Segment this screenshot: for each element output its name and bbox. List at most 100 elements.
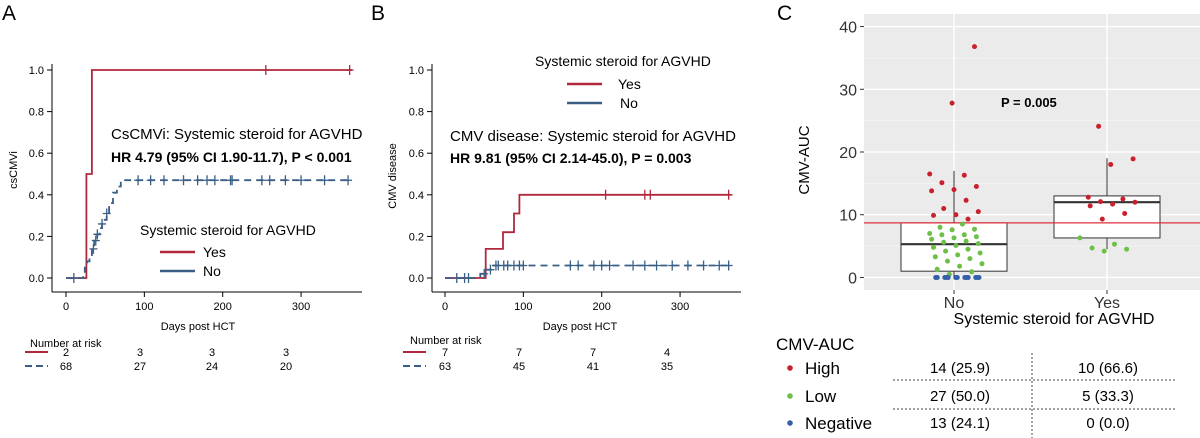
panel-c-point-low-19 (932, 254, 938, 260)
panel-b-ytick-label-3: 0.6 (409, 148, 424, 160)
legend-low-dot (787, 393, 793, 399)
panel-a-plot: 0.0 0.2 0.4 0.6 0.8 1.0 0 100 200 300 (29, 64, 362, 313)
panel-c-ylabel: CMV-AUC (796, 125, 813, 194)
panel-a-series-no-censor-1 (89, 243, 98, 254)
panel-b-risk-title: Number at risk (410, 335, 482, 347)
panel-a-risk-no-3: 20 (280, 361, 292, 373)
panel-a-series-no-censor-20 (344, 175, 353, 186)
panel-b-series-no-censor-11 (519, 260, 528, 271)
panel-c-point-low-29 (1089, 245, 1095, 251)
panel-c-point-high-8 (963, 197, 969, 203)
panel-a-legend-no-label: No (203, 263, 221, 279)
panel-c-point-high-1 (949, 100, 955, 106)
panel-b-legend-title: Systemic steroid for AGVHD (535, 53, 711, 69)
panel-a-series-no-censor-7 (146, 175, 155, 186)
panel-a-ytick-label-4: 0.8 (29, 107, 44, 119)
panel-a-series-no-censor-8 (159, 175, 168, 186)
panel-c-point-low-0 (959, 221, 965, 227)
panel-b-series-no-censor-17 (629, 260, 638, 271)
panel-c-point-high-0 (972, 44, 977, 50)
panel-b-series-no-censor-13 (574, 260, 583, 271)
table-row-high-no: 14 (25.9) (930, 360, 990, 377)
panel-c-point-low-15 (965, 246, 971, 252)
panel-b-ylabel: CMV disease (387, 143, 399, 208)
panel-a-ylabel: csCMVi (8, 151, 20, 189)
panel-c-ytick-label-2: 20 (839, 145, 857, 162)
panel-a-series-no-censor-4 (98, 218, 107, 229)
panel-a-series-no-censor-12 (210, 175, 219, 186)
panel-a-xtick-label-0: 0 (63, 301, 69, 313)
panel-a-risk-no-2: 24 (206, 361, 218, 373)
panel-c-xlabel: Systemic steroid for AGVHD (954, 311, 1155, 328)
panel-a-ytick-label-3: 0.6 (29, 148, 44, 160)
panel-a-risk-yes-3: 3 (283, 347, 289, 359)
panel-a-series-no-censor-5 (102, 208, 111, 219)
panel-a-series-no-censor-3 (93, 229, 102, 240)
panel-c-point-negative-12 (976, 275, 982, 280)
panel-c-point-negative-8 (954, 275, 960, 280)
panel-b-annotation-line2: HR 9.81 (95% CI 2.14-45.0), P = 0.003 (450, 150, 692, 166)
table-row-negative-no: 13 (24.1) (930, 415, 990, 432)
panel-a-risk-yes-2: 3 (209, 347, 215, 359)
panel-c-point-high-3 (961, 172, 967, 178)
panel-c-point-high-2 (927, 171, 933, 177)
panel-b-xtick-label-1: 100 (514, 301, 532, 313)
panel-c-point-low-17 (977, 250, 983, 256)
panel-b-series-no-line (445, 264, 731, 279)
panel-a-series-no-censor-15 (257, 175, 266, 186)
panel-c-point-high-23 (1122, 211, 1128, 216)
panel-a-annotation-line2: HR 4.79 (95% CI 1.90-11.7), P < 0.001 (111, 149, 352, 165)
table-row-low-no: 27 (50.0) (930, 388, 990, 405)
panel-a-xtick-label-2: 200 (214, 301, 232, 313)
panel-c: 0 10 20 30 40 No Yes CMV-AUC Systemic steroid … (776, 14, 1200, 438)
panel-b-series-no-censor-2 (464, 273, 473, 283)
panel-a-xtick-label-1: 100 (135, 301, 153, 313)
panel-b-xtick-label-0: 0 (442, 301, 448, 313)
panel-b-series-no-censor-22 (699, 260, 708, 271)
panel-a-series-no-censor-2 (91, 235, 100, 246)
panel-b-series-yes-censor-2 (646, 189, 655, 200)
panel-c-point-low-4 (927, 231, 933, 236)
panel-a-legend-title: Systemic steroid for AGVHD (140, 222, 316, 238)
panel-b-annotation-line1: CMV disease: Systemic steroid for AGVHD (450, 128, 736, 145)
panel-c-point-low-14 (931, 244, 936, 250)
panel-c-point-low-2 (972, 226, 977, 232)
panel-b-series-no-censor-24 (724, 260, 733, 271)
panel-b-series-no-censor-12 (566, 260, 575, 271)
panel-a-annotation-line1: CsCMVi: Systemic steroid for AGVHD (111, 126, 363, 143)
panel-c-ytick-label-3: 30 (839, 82, 857, 99)
table-row-negative-label: Negative (805, 414, 872, 433)
panel-label-c: C (777, 2, 792, 25)
panel-b-series-no-censor-21 (683, 260, 692, 271)
panel-c-point-negative-10 (965, 275, 971, 280)
panel-b-risk-yes-0: 7 (442, 347, 448, 359)
table-row-high-label: High (805, 359, 840, 378)
panel-b-legend-yes-label: Yes (618, 76, 641, 92)
panel-b-ytick-label-2: 0.4 (409, 190, 424, 202)
panel-b-series-yes-censor-3 (724, 189, 733, 200)
panel-b-risk-no-0: 63 (439, 361, 451, 373)
panel-b-series-yes-censor-0 (601, 189, 610, 200)
panel-c-point-low-20 (967, 256, 973, 262)
panel-c-point-high-9 (941, 206, 947, 211)
panel-c-point-high-15 (1130, 156, 1136, 162)
panel-c-point-low-28 (1112, 241, 1117, 247)
panel-c-point-low-11 (941, 239, 947, 245)
panel-c-point-low-22 (979, 261, 985, 267)
panel-label-b: B (371, 2, 385, 25)
panel-c-point-low-23 (957, 263, 963, 269)
panel-c-point-low-16 (943, 248, 949, 254)
panel-a-xlabel: Days post HCT (161, 321, 236, 333)
panel-b-series-no-censor-19 (652, 260, 661, 271)
panel-a-series-no-censor-11 (203, 175, 212, 186)
panel-c-point-high-11 (953, 212, 959, 218)
panel-a-xtick-label-3: 300 (292, 301, 310, 313)
panel-b-risk-no-2: 41 (587, 361, 599, 373)
panel-a-series-no-censor-18 (297, 175, 306, 186)
table-row-high-yes: 10 (66.6) (1078, 360, 1138, 377)
panel-a-ytick-label-1: 0.2 (29, 231, 44, 243)
panel-c-ytick-label-1: 10 (839, 208, 857, 225)
panel-c-point-high-5 (973, 184, 979, 189)
panel-b-risk-yes-2: 7 (590, 347, 596, 359)
